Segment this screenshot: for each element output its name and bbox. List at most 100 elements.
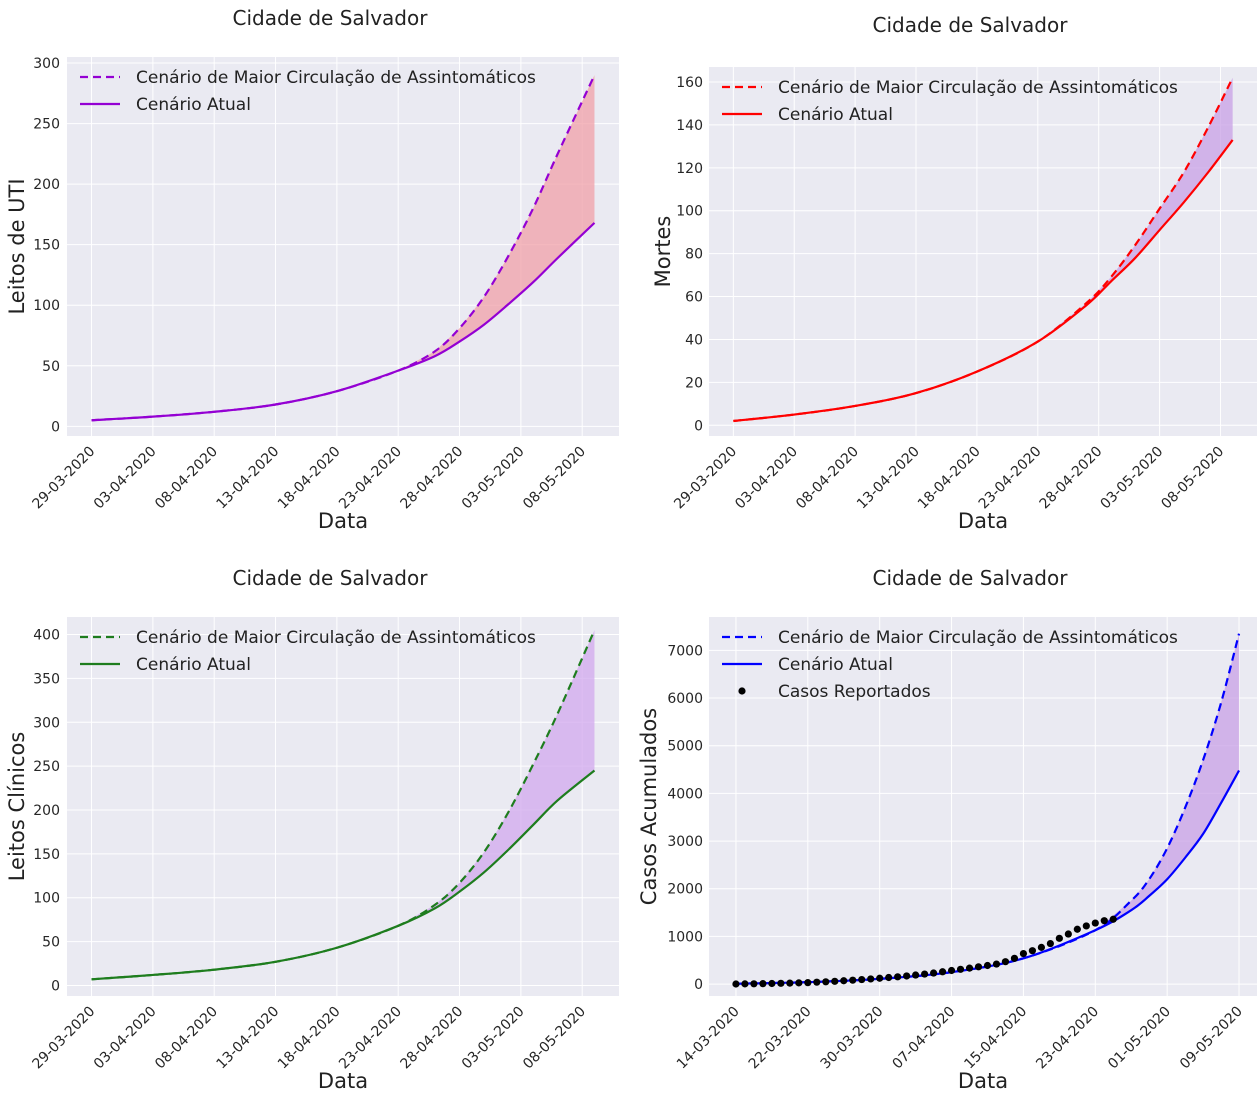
reported-case-point [867, 975, 875, 983]
y-tick-label: 350 [33, 671, 60, 687]
y-tick-label: 5000 [667, 739, 703, 755]
reported-case-point [912, 971, 920, 979]
reported-case-point [974, 963, 983, 971]
y-tick-label: 50 [42, 359, 60, 375]
x-tick-label: 08-05-2020 [520, 444, 589, 513]
x-axis-label: Data [958, 1069, 1008, 1093]
x-tick-label: 13-04-2020 [214, 444, 283, 513]
y-tick-label: 400 [33, 628, 60, 644]
x-tick-label: 03-04-2020 [732, 444, 801, 513]
x-tick-label: 28-04-2020 [398, 1004, 467, 1073]
plot-area [709, 617, 1257, 996]
x-tick-label: 03-05-2020 [459, 1004, 528, 1073]
x-tick-label: 03-04-2020 [91, 444, 160, 513]
legend-label: Cenário de Maior Circulação de Assintomá… [136, 68, 536, 88]
y-tick-label: 150 [33, 238, 60, 254]
y-tick-label: 100 [676, 204, 703, 220]
x-tick-label: 28-04-2020 [1037, 444, 1106, 513]
reported-case-point [947, 966, 956, 975]
y-tick-label: 250 [33, 117, 60, 133]
reported-case-point [903, 972, 911, 980]
x-tick-label: 18-04-2020 [275, 444, 344, 513]
reported-case-point [983, 961, 992, 970]
x-tick-label: 07-04-2020 [890, 1004, 959, 1073]
x-tick-label: 03-05-2020 [1098, 444, 1167, 513]
chart-panel-1: 05010015020025030029-03-202003-04-202008… [5, 6, 619, 533]
chart-panel-2: 0 20 40 60 80 100 120 140 160 29-03-202003-04-202… [651, 13, 1257, 533]
reported-case-point [929, 969, 938, 977]
x-axis-label: Data [318, 1069, 368, 1093]
reported-case-point [777, 979, 785, 987]
series-line-maior-circulacao [91, 629, 596, 981]
y-tick-label: 4000 [667, 786, 703, 802]
reported-case-point [894, 973, 902, 981]
y-tick-label: 120 [676, 161, 703, 177]
x-tick-label: 18-04-2020 [275, 1004, 344, 1073]
reported-case-point [876, 974, 884, 982]
chart-title: Cidade de Salvador [233, 566, 429, 590]
y-axis-label: Leitos Clínicos [5, 732, 29, 882]
y-tick-label: 160 [676, 75, 703, 91]
x-tick-label: 18-04-2020 [915, 444, 984, 513]
legend-label: Cenário Atual [778, 105, 893, 125]
y-tick-label: 150 [33, 847, 60, 863]
reported-case-point [965, 964, 974, 972]
y-tick-label: 2000 [667, 882, 703, 898]
x-axis-label: Data [318, 509, 368, 533]
x-tick-label: 23-04-2020 [1033, 1004, 1102, 1073]
x-tick-label: 08-04-2020 [793, 444, 862, 513]
reported-case-point [1001, 958, 1010, 966]
reported-case-point [849, 976, 857, 984]
y-tick-label: 20 [685, 375, 703, 391]
reported-case-point [831, 977, 839, 985]
reported-case-point [732, 980, 740, 988]
reported-case-point [1019, 949, 1028, 958]
x-tick-label: 13-04-2020 [214, 1004, 283, 1073]
x-tick-label: 22-03-2020 [746, 1004, 815, 1073]
reported-case-point [1055, 934, 1063, 942]
legend-label: Casos Reportados [778, 682, 931, 702]
x-tick-label: 23-04-2020 [336, 444, 405, 513]
reported-case-point [813, 978, 821, 986]
y-tick-label: 80 [685, 247, 703, 263]
reported-case-point [885, 973, 893, 982]
reported-case-point [1037, 943, 1045, 951]
x-tick-label: 23-04-2020 [336, 1004, 405, 1073]
legend-label: Cenário Atual [778, 655, 893, 675]
y-tick-label: 40 [685, 332, 703, 348]
reported-case-point [1046, 939, 1054, 948]
y-tick-label: 140 [676, 118, 703, 134]
series-line-maior-circulacao [733, 77, 1234, 423]
legend-label: Cenário de Maior Circulação de Assintomá… [778, 78, 1178, 98]
x-tick-label: 08-05-2020 [1158, 444, 1227, 513]
chart-title: Cidade de Salvador [233, 6, 429, 30]
legend-label: Cenário Atual [136, 655, 251, 675]
y-tick-label: 100 [33, 298, 60, 314]
y-tick-label: 200 [33, 177, 60, 193]
y-tick-label: 7000 [667, 643, 703, 659]
series-line-maior-circulacao [91, 74, 596, 422]
legend-label: Cenário de Maior Circulação de Assintomá… [778, 628, 1178, 648]
y-tick-label: 300 [33, 56, 60, 72]
chart-panel-3: 0 50 100 150 200 250 300 350 400 29-03-202003-04-… [5, 566, 619, 1093]
x-tick-label: 08-04-2020 [152, 444, 221, 513]
y-tick-label: 3000 [667, 834, 703, 850]
y-tick-label: 0 [694, 418, 703, 434]
chart-title: Cidade de Salvador [873, 13, 1069, 37]
reported-case-point [1028, 947, 1037, 955]
y-tick-label: 250 [33, 759, 60, 775]
x-tick-label: 03-05-2020 [459, 444, 528, 513]
x-tick-label: 15-04-2020 [961, 1004, 1030, 1073]
reported-case-point [956, 965, 965, 973]
x-tick-label: 14-03-2020 [674, 1004, 743, 1073]
y-axis-label: Leitos de UTI [5, 178, 29, 314]
reported-case-point [1064, 930, 1072, 938]
reported-case-point [750, 980, 758, 988]
reported-case-point [1073, 925, 1081, 933]
y-tick-label: 0 [694, 977, 703, 993]
x-tick-label: 29-03-2020 [30, 1004, 99, 1073]
y-tick-label: 60 [685, 290, 703, 306]
legend-swatch-point [738, 687, 746, 695]
reported-case-point [768, 979, 776, 988]
